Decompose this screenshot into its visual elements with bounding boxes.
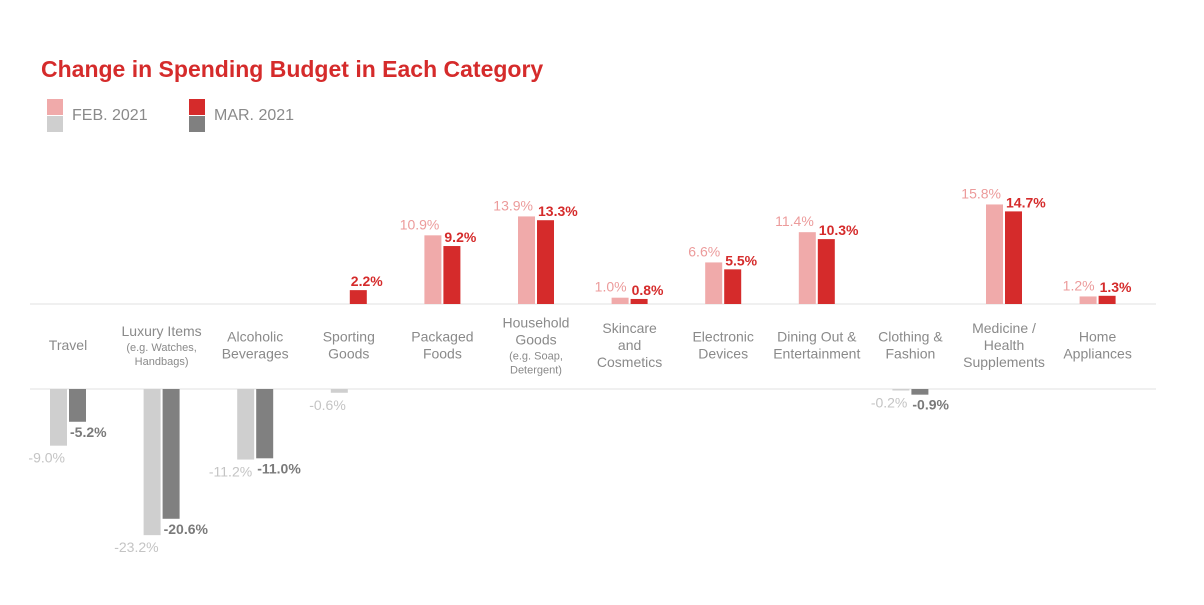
bar-feb-sporting-goods <box>330 389 348 393</box>
value-label-mar-skincare-and-cosmetics: 0.8% <box>632 282 664 298</box>
value-label-mar-dining-out-entertainment: 10.3% <box>819 222 859 238</box>
category-label-dining-out-entertainment: Dining Out & Entertainment <box>773 329 860 362</box>
bar-mar-home-appliances <box>1098 295 1116 304</box>
value-label-feb-electronic-devices: 6.6% <box>688 243 720 259</box>
value-label-mar-clothing-fashion: -0.9% <box>912 397 949 413</box>
value-label-feb-dining-out-entertainment: 11.4% <box>775 213 814 229</box>
bar-feb-luxury-items <box>143 389 161 536</box>
legend-swatch-mar-negative <box>189 116 205 132</box>
bar-feb-skincare-and-cosmetics <box>611 297 629 304</box>
bar-feb-electronic-devices <box>705 262 723 304</box>
value-label-mar-home-appliances: 1.3% <box>1100 279 1132 295</box>
value-label-feb-home-appliances: 1.2% <box>1063 277 1095 293</box>
legend-label-feb: FEB. 2021 <box>72 107 148 124</box>
bar-mar-medicine-health-supplements <box>1005 211 1022 304</box>
value-label-feb-household-goods: 13.9% <box>493 197 533 213</box>
legend-label-mar: MAR. 2021 <box>214 107 295 124</box>
value-label-mar-travel: -5.2% <box>70 424 107 440</box>
bar-feb-home-appliances <box>1079 296 1097 304</box>
value-label-mar-medicine-health-supplements: 14.7% <box>1006 194 1046 210</box>
bar-mar-alcoholic-beverages <box>256 389 274 459</box>
value-label-mar-luxury-items: -20.6% <box>164 521 209 537</box>
value-label-mar-sporting-goods: 2.2% <box>351 273 383 289</box>
bar-feb-travel <box>50 389 67 446</box>
bar-feb-medicine-health-supplements <box>986 204 1003 304</box>
bar-feb-packaged-foods <box>424 235 442 304</box>
value-label-feb-clothing-fashion: -0.2% <box>871 395 908 411</box>
bar-mar-dining-out-entertainment <box>817 239 835 304</box>
category-label-alcoholic-beverages: Alcoholic Beverages <box>222 329 289 362</box>
category-label-medicine-health-supplements: Medicine / Health Supplements <box>963 320 1045 370</box>
category-label-packaged-foods: Packaged Foods <box>411 329 473 362</box>
legend-swatch-feb-positive <box>47 99 63 115</box>
value-label-mar-household-goods: 13.3% <box>538 203 578 219</box>
bar-feb-alcoholic-beverages <box>237 389 255 460</box>
category-label-home-appliances: Home Appliances <box>1063 329 1132 362</box>
value-label-feb-packaged-foods: 10.9% <box>400 216 440 232</box>
value-label-feb-luxury-items: -23.2% <box>114 539 158 555</box>
legend-swatch-mar-positive <box>189 99 205 115</box>
bar-feb-dining-out-entertainment <box>798 232 816 304</box>
bar-mar-sporting-goods <box>349 290 367 304</box>
value-label-feb-medicine-health-supplements: 15.8% <box>961 185 1001 201</box>
value-label-feb-skincare-and-cosmetics: 1.0% <box>595 279 627 295</box>
value-label-feb-alcoholic-beverages: -11.2% <box>209 464 252 480</box>
bar-feb-household-goods <box>518 216 535 304</box>
bar-mar-skincare-and-cosmetics <box>630 298 648 304</box>
value-label-feb-travel: -9.0% <box>28 450 65 466</box>
bar-mar-household-goods <box>537 220 554 304</box>
category-label-clothing-fashion: Clothing & Fashion <box>878 329 943 362</box>
value-label-mar-packaged-foods: 9.2% <box>444 229 476 245</box>
bar-mar-electronic-devices <box>724 269 742 304</box>
chart-title: Change in Spending Budget in Each Catego… <box>41 56 544 82</box>
bar-feb-clothing-fashion <box>892 389 910 391</box>
value-label-mar-alcoholic-beverages: -11.0% <box>257 460 301 476</box>
category-label-household-goods: Household Goods (e.g. Soap, Detergent) <box>503 315 570 377</box>
bar-mar-travel <box>69 389 86 422</box>
bar-mar-luxury-items <box>162 389 180 519</box>
bar-mar-packaged-foods <box>443 246 461 304</box>
category-label-luxury-items: Luxury Items (e.g. Watches, Handbags) <box>122 323 202 368</box>
category-label-travel: Travel <box>49 337 87 353</box>
category-label-skincare-and-cosmetics: Skincare and Cosmetics <box>597 320 662 370</box>
category-label-electronic-devices: Electronic Devices <box>692 329 753 362</box>
value-label-feb-sporting-goods: -0.6% <box>309 397 346 413</box>
value-label-mar-electronic-devices: 5.5% <box>725 252 757 268</box>
legend-swatch-feb-negative <box>47 116 63 132</box>
bar-mar-clothing-fashion <box>911 389 929 395</box>
category-label-sporting-goods: Sporting Goods <box>323 329 375 362</box>
